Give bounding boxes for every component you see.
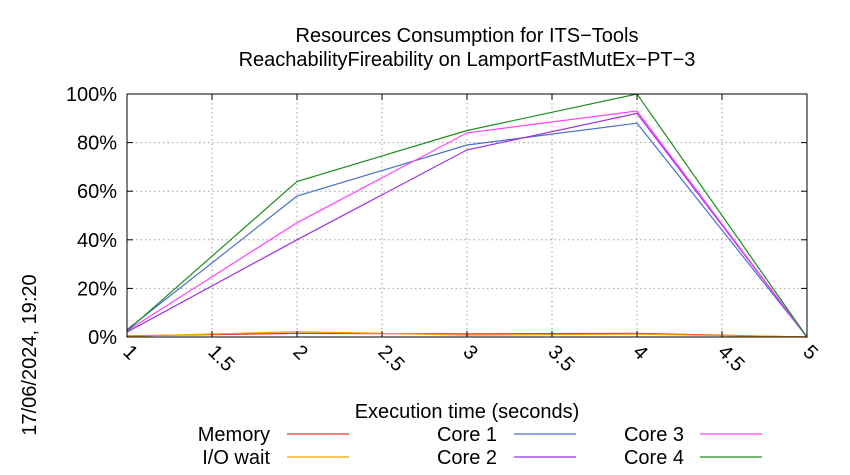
x-tick-label: 3.5 — [543, 341, 578, 376]
series-line-core-3 — [126, 110, 808, 338]
chart-subtitle: ReachabilityFireability on LamportFastMu… — [239, 49, 696, 71]
y-tick-label: 40% — [77, 230, 117, 252]
series-line-core-4 — [126, 93, 808, 338]
x-tick-label: 4 — [628, 341, 651, 364]
x-tick-label: 2 — [288, 341, 311, 364]
series-line-core-1 — [126, 122, 808, 338]
x-tick-label: 5 — [798, 341, 821, 364]
tick-labels: 0% 20% 40% 60% 80% 100% 1 1.5 2 2.5 3 3.5 4 4.5 5 — [66, 84, 822, 376]
x-axis-label: Execution time (seconds) — [355, 401, 580, 423]
legend-label: Memory — [198, 424, 270, 446]
timestamp-label: 17/06/2024, 19:20 — [19, 274, 41, 435]
y-tick-label: 20% — [77, 278, 117, 300]
legend-label: Core 3 — [624, 424, 684, 446]
x-tick-label: 4.5 — [713, 341, 748, 376]
y-tick-label: 0% — [88, 327, 117, 349]
x-tick-label: 2.5 — [373, 341, 408, 376]
x-tick-label: 1 — [118, 341, 141, 364]
legend-label: Core 2 — [437, 447, 497, 469]
legend-label: Core 1 — [437, 424, 497, 446]
y-tick-label: 60% — [77, 181, 117, 203]
x-tick-label: 3 — [458, 341, 481, 364]
x-tick-label: 1.5 — [203, 341, 238, 376]
y-tick-label: 80% — [77, 133, 117, 155]
legend-label: I/O wait — [202, 447, 270, 469]
legend-label: Core 4 — [624, 447, 684, 469]
series-line-core-2 — [126, 112, 808, 338]
chart-title: Resources Consumption for ITS−Tools — [296, 25, 639, 47]
y-tick-label: 100% — [66, 84, 117, 106]
